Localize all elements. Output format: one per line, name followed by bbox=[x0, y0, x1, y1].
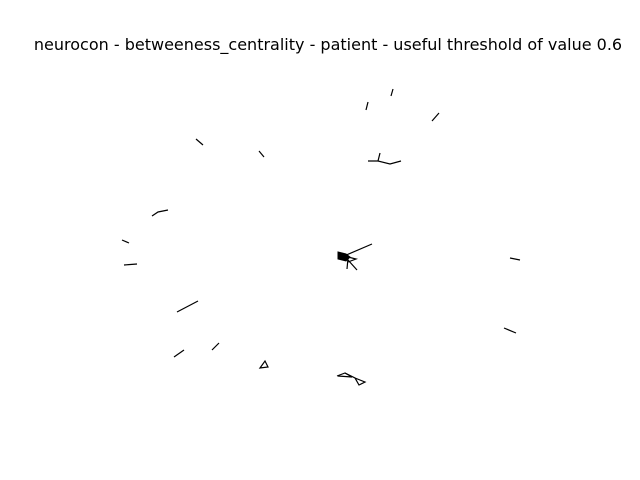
graph-edge bbox=[344, 372, 367, 386]
graph-edge bbox=[343, 243, 373, 257]
graph-edge bbox=[509, 257, 521, 261]
graph-edge bbox=[151, 209, 169, 217]
graph-edge bbox=[365, 101, 369, 111]
graph-edge bbox=[377, 152, 381, 162]
graph-edge bbox=[121, 239, 130, 244]
graph-edge bbox=[390, 88, 394, 97]
graph-edge bbox=[347, 259, 358, 271]
figure-title: neurocon - betweeness_centrality - patie… bbox=[34, 35, 622, 55]
graph-edge bbox=[343, 255, 359, 263]
graph-edge bbox=[503, 327, 517, 334]
graph-edge bbox=[211, 342, 220, 351]
graph-edge bbox=[431, 112, 440, 122]
graph-edge bbox=[258, 359, 269, 369]
graph-edge bbox=[368, 160, 402, 165]
graph-edge bbox=[123, 263, 138, 266]
graph-edge bbox=[258, 150, 265, 158]
graph-edge bbox=[195, 138, 204, 146]
graph-edge bbox=[176, 300, 199, 313]
graph-edge bbox=[173, 349, 185, 358]
graph-edge bbox=[346, 257, 349, 270]
network-graph bbox=[121, 88, 521, 386]
central-cluster bbox=[337, 243, 373, 271]
